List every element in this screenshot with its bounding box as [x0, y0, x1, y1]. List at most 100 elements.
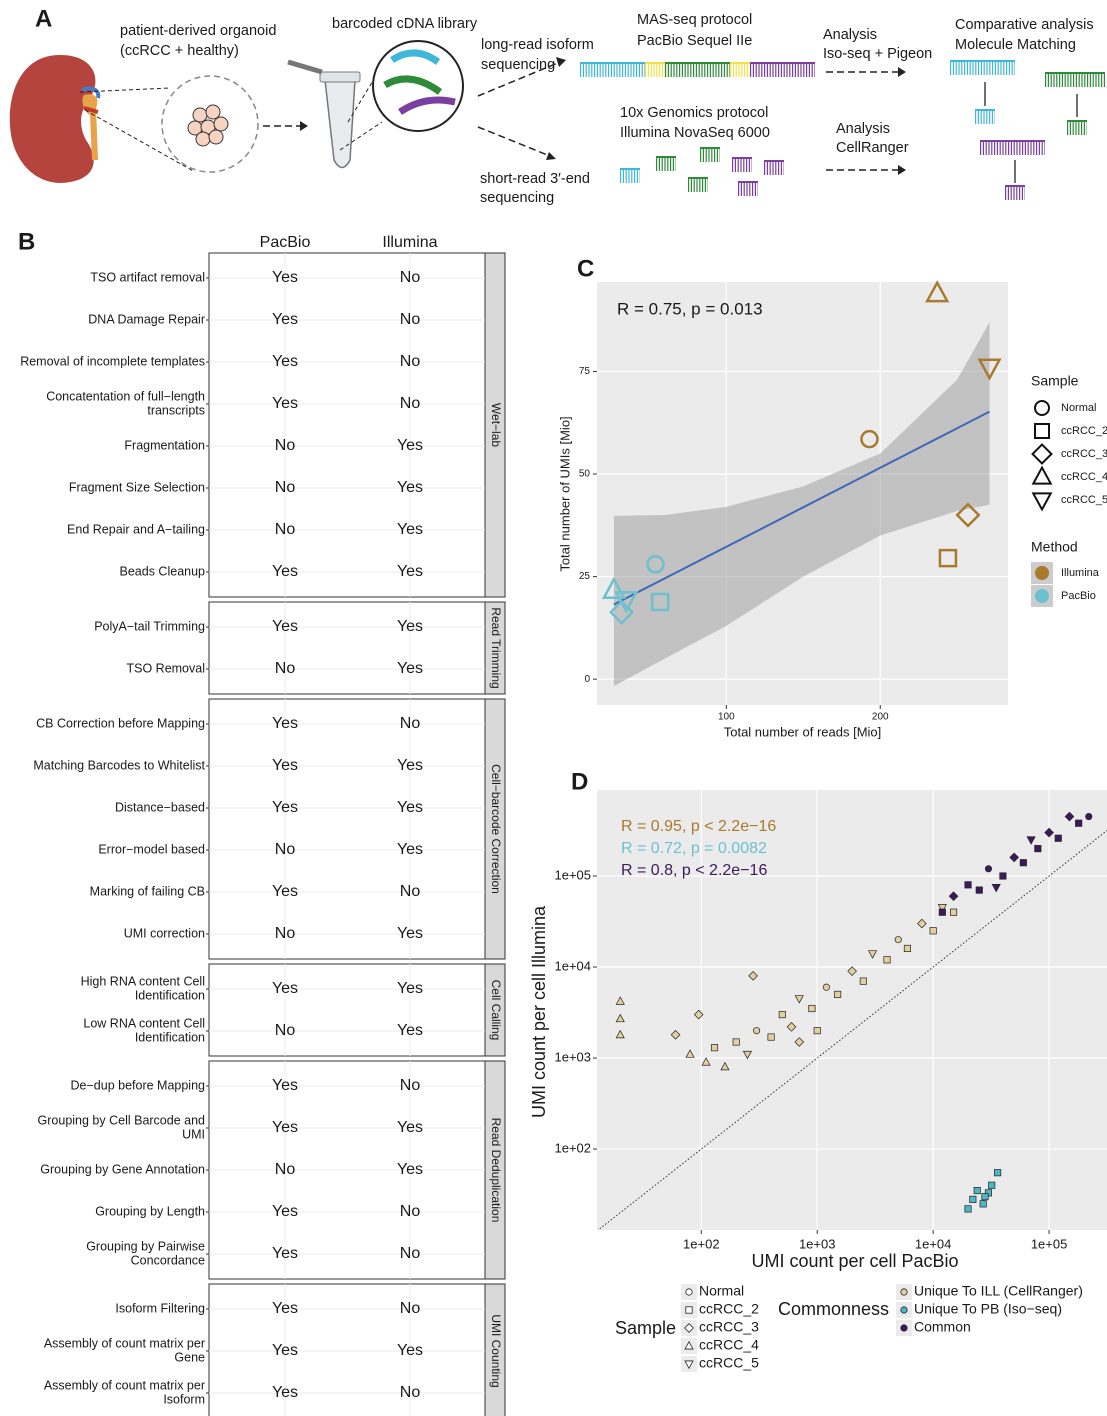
row-label: TSO Removal [127, 661, 206, 675]
annotation: R = 0.72, p = 0.0082 [621, 840, 767, 857]
legend-label: ccRCC_4 [699, 1337, 759, 1353]
cell: No [275, 1022, 296, 1039]
point [974, 1187, 980, 1193]
group-box [209, 253, 485, 597]
legend-label: ccRCC_4 [1061, 471, 1107, 483]
point [814, 1027, 820, 1033]
panel-a: A patient-derived organoid (ccRCC + heal… [10, 5, 1105, 205]
y-tick-label: 1e+02 [554, 1140, 591, 1155]
panel-label: D [571, 768, 588, 795]
point [970, 1196, 976, 1202]
organoid [188, 105, 228, 146]
row-label: Identification [135, 1030, 205, 1044]
point [809, 1005, 815, 1011]
legend-symbol [901, 1289, 907, 1295]
tube-cap [320, 72, 360, 82]
cell: Yes [272, 715, 298, 732]
tube [325, 80, 355, 168]
group-box [209, 699, 485, 959]
cell: Yes [272, 883, 298, 900]
cell: Yes [397, 563, 423, 580]
point [895, 936, 901, 942]
row-label: Distance−based [115, 800, 205, 814]
row-label: Grouping by Length [95, 1204, 205, 1218]
cell: No [275, 1161, 296, 1178]
diagram-text: long-read isoform [481, 37, 594, 53]
cell: No [400, 1245, 421, 1262]
row-label: PolyA−tail Trimming [94, 619, 205, 633]
cell: Yes [272, 395, 298, 412]
point [1000, 873, 1006, 879]
cell: Yes [397, 1022, 423, 1039]
cell: No [275, 437, 296, 454]
point [779, 1011, 785, 1017]
strip-label: Read Deduplication [489, 1118, 503, 1223]
legend-label: Normal [1061, 402, 1096, 414]
cell: Yes [397, 1342, 423, 1359]
row-label: Isoform [163, 1392, 205, 1406]
cell: No [275, 925, 296, 942]
legend-label: Normal [699, 1283, 744, 1299]
diagram-text: barcoded cDNA library [332, 16, 478, 32]
point [965, 882, 971, 888]
column-header: PacBio [260, 234, 311, 251]
y-tick-label: 1e+05 [554, 867, 591, 882]
point [1020, 860, 1026, 866]
legend-symbol [686, 1307, 692, 1313]
group-box [209, 964, 485, 1056]
point [834, 991, 840, 997]
x-tick-label: 1e+02 [683, 1236, 720, 1251]
cell: Yes [272, 1077, 298, 1094]
row-label: Removal of incomplete templates [20, 354, 205, 368]
cell: Yes [272, 757, 298, 774]
point [976, 887, 982, 893]
y-tick-label: 1e+03 [554, 1049, 591, 1064]
cell: Yes [272, 980, 298, 997]
legend-label: Common [914, 1319, 971, 1335]
annotation: R = 0.8, p < 2.2e−16 [621, 862, 767, 879]
diagram-text: CellRanger [836, 140, 909, 156]
cell: No [400, 311, 421, 328]
row-label: Concatentation of full−length [46, 389, 205, 403]
cell: No [400, 269, 421, 286]
y-tick-label: 0 [584, 674, 590, 685]
kidney [10, 55, 96, 183]
row-label: TSO artifact removal [90, 270, 205, 284]
diagram-text: PacBio Sequel IIe [637, 33, 752, 49]
point [823, 984, 829, 990]
row-label: UMI [182, 1127, 205, 1141]
point [989, 1182, 995, 1188]
row-label: Gene [174, 1350, 205, 1364]
cell: Yes [397, 437, 423, 454]
y-tick-label: 50 [579, 469, 591, 480]
cell: Yes [397, 1119, 423, 1136]
diagram-text: MAS-seq protocol [637, 12, 752, 28]
cell: Yes [397, 479, 423, 496]
diagram-text: (ccRCC + healthy) [120, 43, 239, 59]
diagram-text: short-read 3′-end [480, 171, 590, 187]
cell: Yes [397, 841, 423, 858]
legend-label: ccRCC_5 [1061, 494, 1107, 506]
panel-label: B [18, 228, 35, 255]
row-label: Assembly of count matrix per [44, 1378, 205, 1392]
point [1055, 835, 1061, 841]
point [904, 945, 910, 951]
point [860, 978, 866, 984]
legend-symbol [1035, 589, 1049, 603]
cell: Yes [272, 563, 298, 580]
diagram-text: Illumina NovaSeq 6000 [620, 125, 770, 141]
diagram-text: sequencing [480, 190, 554, 206]
row-label: Low RNA content Cell [83, 1016, 205, 1030]
row-label: Beads Cleanup [120, 564, 206, 578]
diagram-text: sequencing [481, 57, 555, 73]
row-label: Identification [135, 988, 205, 1002]
cell: No [275, 841, 296, 858]
point [950, 909, 956, 915]
cell: Yes [397, 757, 423, 774]
legend-label: ccRCC_3 [699, 1319, 759, 1335]
x-axis-title: Total number of reads [Mio] [724, 724, 882, 739]
legend-label: ccRCC_2 [1061, 425, 1107, 437]
row-label: Error−model based [98, 842, 205, 856]
legend-label: Unique To PB (Iso−seq) [914, 1301, 1062, 1317]
point [980, 1201, 986, 1207]
